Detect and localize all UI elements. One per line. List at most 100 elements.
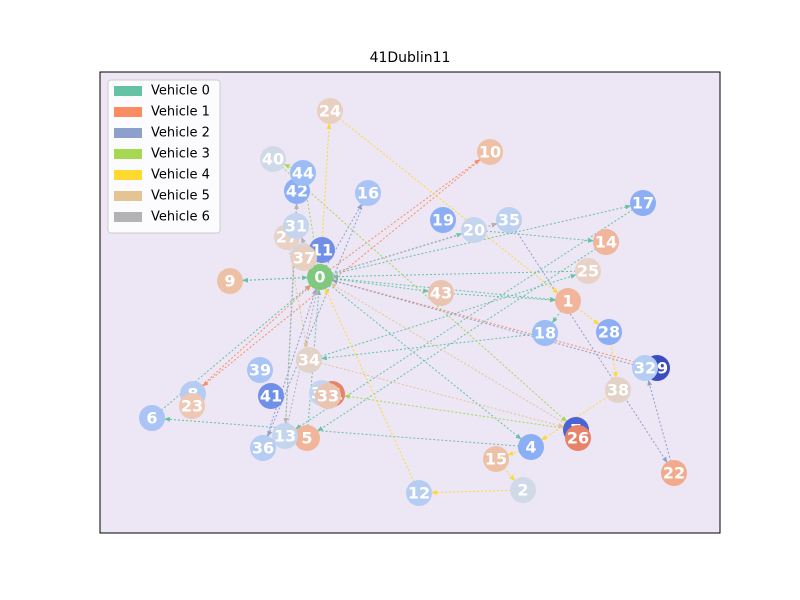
legend-swatch (114, 107, 142, 117)
node-label: 2 (517, 481, 528, 500)
node-label: 6 (146, 409, 157, 428)
node-label: 26 (567, 429, 589, 448)
node (496, 207, 522, 233)
node (565, 425, 591, 451)
node (290, 160, 316, 186)
node (596, 319, 622, 345)
node-label: 1 (562, 292, 573, 311)
node-label: 19 (432, 211, 454, 230)
node-label: 16 (357, 184, 379, 203)
legend-label: Vehicle 3 (151, 147, 210, 162)
node-label: 38 (607, 381, 629, 400)
node-label: 20 (463, 221, 485, 240)
node (406, 480, 432, 506)
route-edge (329, 158, 481, 271)
node (605, 377, 631, 403)
legend-label: Vehicle 4 (151, 168, 210, 183)
chart-title: 41Dublin11 (370, 50, 451, 66)
legend-label: Vehicle 1 (151, 105, 210, 120)
legend-label: Vehicle 2 (151, 126, 210, 141)
node (661, 460, 687, 486)
route-edge (577, 307, 600, 326)
route-edge (316, 248, 597, 432)
node (260, 146, 286, 172)
node (532, 320, 558, 346)
node-label: 33 (317, 387, 339, 406)
legend-swatch (114, 128, 142, 138)
route-edge (503, 467, 516, 482)
node-label: 36 (252, 439, 274, 458)
node (355, 180, 381, 206)
node-label: 42 (286, 182, 308, 201)
route-edge (331, 270, 577, 279)
node-label: 32 (634, 359, 656, 378)
node (250, 435, 276, 461)
route-edge (331, 279, 634, 366)
node-label: 5 (301, 429, 312, 448)
node (555, 288, 581, 314)
node-label: 28 (598, 323, 620, 342)
node-label: 37 (293, 249, 315, 268)
route-edge (320, 333, 534, 361)
route-edge (288, 248, 309, 349)
route-edge (339, 118, 559, 294)
route-edge (331, 278, 430, 294)
node (272, 423, 298, 449)
node (483, 446, 509, 472)
node-label: 22 (663, 464, 685, 483)
node (430, 207, 456, 233)
route-edge (320, 274, 577, 357)
route-edge (330, 282, 566, 425)
node-label: 15 (485, 450, 507, 469)
legend-label: Vehicle 5 (151, 189, 210, 204)
route-edge (201, 284, 312, 387)
node-label: 23 (181, 397, 203, 416)
node (291, 245, 317, 271)
node-label: 40 (262, 150, 284, 169)
node-label: 31 (285, 217, 307, 236)
node (510, 477, 536, 503)
node-label: 17 (632, 194, 654, 213)
node (518, 434, 544, 460)
node-label: 4 (525, 438, 536, 457)
route-edge (610, 343, 618, 379)
route-edge (241, 275, 309, 281)
node-label: 10 (479, 143, 501, 162)
node-label: 43 (430, 284, 452, 303)
route-edge (343, 394, 565, 429)
node (179, 393, 205, 419)
legend-swatch (114, 212, 142, 222)
node (258, 383, 284, 409)
legend-swatch (114, 149, 142, 159)
node (630, 190, 656, 216)
node-label: 14 (595, 233, 617, 252)
route-edge (430, 489, 512, 495)
route-edge (452, 293, 557, 303)
legend-swatch (114, 86, 142, 96)
node (283, 213, 309, 239)
node-label: 34 (298, 351, 320, 370)
node (575, 258, 601, 284)
node (217, 268, 243, 294)
node-label: 39 (249, 361, 271, 380)
node-label: 24 (319, 102, 341, 121)
route-edge (551, 310, 562, 324)
route-edge (294, 209, 634, 430)
legend-label: Vehicle 6 (151, 210, 210, 225)
node (139, 405, 165, 431)
legend-swatch (114, 170, 142, 180)
node-label: 12 (408, 484, 430, 503)
node-label: 9 (224, 272, 235, 291)
node-label: 18 (534, 324, 556, 343)
node (428, 280, 454, 306)
node-label: 44 (292, 164, 314, 183)
node (247, 357, 273, 383)
legend-label: Vehicle 0 (151, 84, 210, 99)
node (307, 264, 333, 290)
node-label: 41 (260, 387, 282, 406)
route-edge (163, 416, 520, 447)
node (632, 355, 658, 381)
route-edge (329, 284, 522, 440)
